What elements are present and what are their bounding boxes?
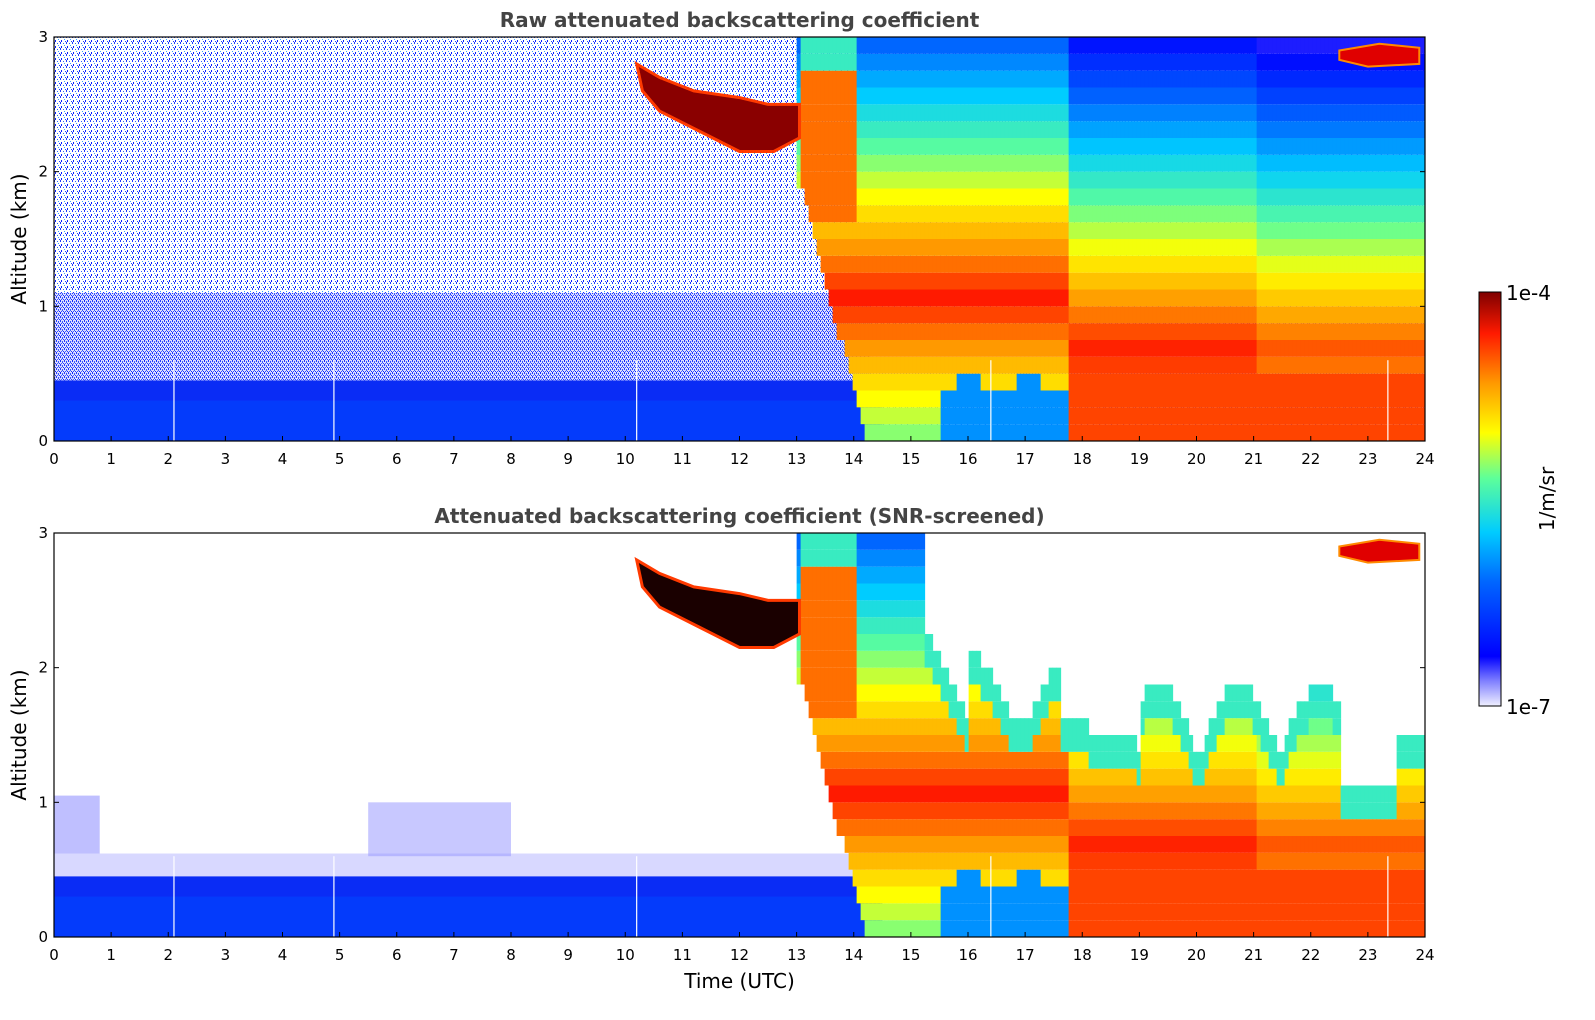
x-tick-label: 22 bbox=[1301, 946, 1320, 964]
x-tick-label: 13 bbox=[787, 450, 806, 468]
x-tick-label: 5 bbox=[335, 946, 345, 964]
x-tick-label: 16 bbox=[958, 450, 977, 468]
x-tick-label: 17 bbox=[1016, 450, 1035, 468]
x-tick-label: 7 bbox=[449, 450, 459, 468]
x-tick-label: 15 bbox=[901, 450, 920, 468]
y-tick-label: 1 bbox=[38, 297, 48, 315]
raw-backscatter-panel: Raw attenuated backscattering coefficien… bbox=[7, 8, 1435, 468]
x-tick-label: 19 bbox=[1130, 946, 1149, 964]
x-tick-label: 10 bbox=[616, 946, 635, 964]
colorbar-unit-label: 1/m/sr bbox=[1535, 466, 1559, 531]
x-tick-label: 21 bbox=[1244, 450, 1263, 468]
x-tick-label: 6 bbox=[392, 946, 402, 964]
x-tick-label: 7 bbox=[449, 946, 459, 964]
x-tick-label: 20 bbox=[1187, 450, 1206, 468]
x-tick-label: 18 bbox=[1073, 450, 1092, 468]
x-tick-label: 19 bbox=[1130, 450, 1149, 468]
x-tick-label: 11 bbox=[673, 450, 692, 468]
x-tick-label: 4 bbox=[278, 946, 288, 964]
screened-backscatter-panel: Attenuated backscattering coefficient (S… bbox=[7, 504, 1435, 993]
screened-x-axis: 0 1 2 3 4 5 6 7 8 9 10 11 12 13 14 15 16 17 18 19 20 21 22 23 24 bbox=[49, 932, 1435, 964]
screened-panel-title: Attenuated backscattering coefficient (S… bbox=[434, 504, 1044, 528]
x-tick-label: 11 bbox=[673, 946, 692, 964]
x-tick-label: 8 bbox=[506, 450, 516, 468]
y-tick-label: 2 bbox=[38, 163, 48, 181]
x-tick-label: 4 bbox=[278, 450, 288, 468]
y-tick-label: 0 bbox=[38, 432, 48, 450]
raw-x-axis: 0 1 2 3 4 5 6 7 8 9 10 11 12 13 14 15 16 17 18 19 20 21 22 23 24 bbox=[49, 436, 1435, 468]
x-tick-label: 1 bbox=[106, 450, 116, 468]
x-tick-label: 14 bbox=[844, 946, 863, 964]
x-tick-label: 3 bbox=[221, 450, 231, 468]
colorbar-min-label: 1e-7 bbox=[1506, 695, 1551, 719]
raw-y-axis-label: Altitude (km) bbox=[7, 173, 31, 304]
x-tick-label: 23 bbox=[1358, 450, 1377, 468]
y-tick-label: 1 bbox=[38, 793, 48, 811]
raw-panel-title: Raw attenuated backscattering coefficien… bbox=[500, 8, 980, 32]
x-tick-label: 10 bbox=[616, 450, 635, 468]
colorbar-max-label: 1e-4 bbox=[1506, 281, 1551, 305]
x-tick-label: 14 bbox=[844, 450, 863, 468]
x-tick-label: 21 bbox=[1244, 946, 1263, 964]
x-tick-label: 2 bbox=[163, 946, 173, 964]
x-tick-label: 0 bbox=[49, 450, 59, 468]
y-tick-label: 3 bbox=[38, 524, 48, 542]
x-tick-label: 1 bbox=[106, 946, 116, 964]
x-tick-label: 8 bbox=[506, 946, 516, 964]
x-tick-label: 16 bbox=[958, 946, 977, 964]
x-tick-label: 9 bbox=[563, 450, 573, 468]
raw-backscatter-heatmap bbox=[54, 37, 1425, 441]
x-tick-label: 0 bbox=[49, 946, 59, 964]
raw-y-axis: 0 1 2 3 bbox=[38, 28, 1425, 450]
x-tick-label: 5 bbox=[335, 450, 345, 468]
x-tick-label: 12 bbox=[730, 946, 749, 964]
y-tick-label: 2 bbox=[38, 659, 48, 677]
x-tick-label: 9 bbox=[563, 946, 573, 964]
x-axis-label: Time (UTC) bbox=[683, 969, 795, 993]
y-tick-label: 0 bbox=[38, 928, 48, 946]
x-tick-label: 17 bbox=[1016, 946, 1035, 964]
colorbar-gradient bbox=[1478, 291, 1502, 707]
colorbar: 1e-4 1e-7 1/m/sr bbox=[1478, 281, 1559, 719]
x-tick-label: 6 bbox=[392, 450, 402, 468]
screened-y-axis-label: Altitude (km) bbox=[7, 669, 31, 800]
x-tick-label: 24 bbox=[1415, 450, 1434, 468]
x-tick-label: 2 bbox=[163, 450, 173, 468]
x-tick-label: 18 bbox=[1073, 946, 1092, 964]
y-tick-label: 3 bbox=[38, 28, 48, 46]
screened-backscatter-heatmap bbox=[54, 533, 1425, 937]
x-tick-label: 24 bbox=[1415, 946, 1434, 964]
x-tick-label: 20 bbox=[1187, 946, 1206, 964]
x-tick-label: 13 bbox=[787, 946, 806, 964]
x-tick-label: 15 bbox=[901, 946, 920, 964]
screened-y-axis: 0 1 2 3 bbox=[38, 524, 1425, 946]
x-tick-label: 23 bbox=[1358, 946, 1377, 964]
x-tick-label: 12 bbox=[730, 450, 749, 468]
x-tick-label: 22 bbox=[1301, 450, 1320, 468]
x-tick-label: 3 bbox=[221, 946, 231, 964]
